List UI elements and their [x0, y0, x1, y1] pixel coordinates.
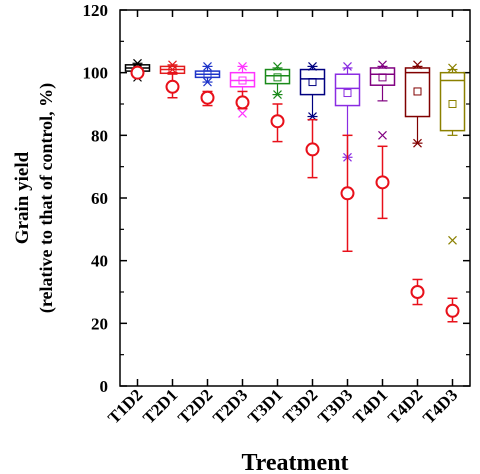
x-tick-label: T4D1 [349, 385, 391, 427]
box-body [439, 71, 466, 132]
mean-circle-marker [340, 186, 355, 201]
box-outlier-marker [238, 108, 247, 118]
box-outlier-marker [273, 90, 282, 100]
box-outlier-marker [413, 138, 422, 148]
box-mean-marker [203, 70, 212, 79]
box-body [404, 67, 431, 118]
y-tick-label: 80 [91, 126, 108, 145]
x-tick-label: T2D3 [209, 385, 251, 427]
box-outlier-marker [448, 235, 457, 245]
mean-circle-marker [165, 79, 180, 94]
y-tick-label: 0 [100, 377, 109, 396]
box-body [264, 68, 291, 85]
y-tick-label: 40 [91, 252, 108, 271]
y-tick-label: 20 [91, 314, 108, 333]
y-axis-title-line1: Grain yield [12, 151, 33, 244]
box-outlier-marker [448, 63, 457, 73]
box-outlier-marker [413, 60, 422, 70]
box-mean-marker [413, 87, 422, 96]
mean-circle-marker [235, 95, 250, 110]
box-body [369, 67, 396, 86]
box-mean-marker [378, 73, 387, 82]
mean-circle-marker [305, 142, 320, 157]
x-tick-label: T4D2 [384, 385, 426, 427]
box-outlier-marker [378, 60, 387, 70]
box-mean-marker [448, 100, 457, 108]
x-tick-label: T2D1 [139, 385, 181, 427]
box-outlier-marker [238, 61, 247, 71]
x-axis-title: Treatment [241, 450, 348, 474]
box-mean-marker [238, 76, 247, 85]
box-body [299, 68, 326, 96]
x-tick-label: T4D3 [419, 385, 461, 427]
x-tick-label: T3D2 [279, 385, 321, 427]
box-mean-marker [308, 78, 317, 87]
box-outlier-marker [133, 58, 142, 68]
box-mean-marker [273, 73, 282, 82]
x-tick-label: T2D2 [174, 385, 216, 427]
x-tick-label: T1D2 [104, 385, 146, 427]
y-tick-label: 60 [91, 189, 108, 208]
box-mean-marker [343, 89, 352, 98]
box-body [334, 73, 361, 107]
x-tick-label: T3D3 [314, 385, 356, 427]
y-axis-title-line2: (relative to that of control, %) [36, 83, 57, 313]
box-body [229, 71, 256, 88]
box-outlier-marker [203, 77, 212, 87]
box-outlier-marker [308, 61, 317, 71]
box-outlier-marker [203, 61, 212, 71]
mean-circle-marker [130, 65, 145, 80]
y-tick-label: 120 [83, 1, 109, 20]
box-outlier-marker [343, 61, 352, 71]
y-tick-label: 100 [83, 64, 109, 83]
box-outlier-marker [273, 61, 282, 71]
mean-circle-marker [270, 114, 285, 129]
mean-circle-marker [445, 303, 460, 318]
box-outlier-marker [378, 130, 387, 140]
x-tick-label: T3D1 [244, 385, 286, 427]
mean-circle-marker [200, 90, 215, 105]
mean-circle-marker [410, 285, 425, 299]
mean-circle-marker [375, 175, 390, 190]
